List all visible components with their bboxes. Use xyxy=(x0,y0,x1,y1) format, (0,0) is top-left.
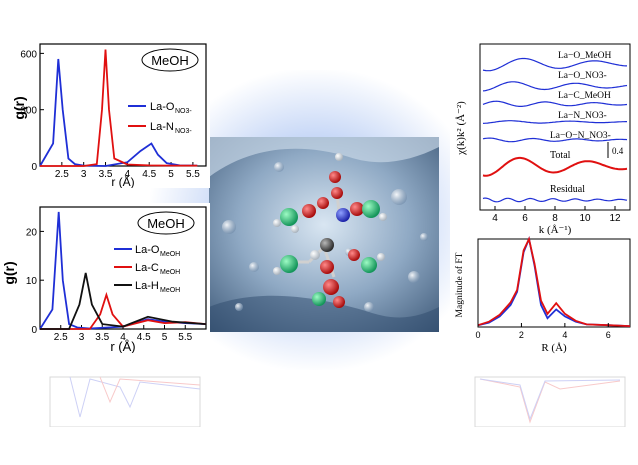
x-tick-label: 2.5 xyxy=(54,332,68,343)
exafs-curve-6 xyxy=(482,197,628,203)
x-axis-label: r (Å) xyxy=(110,339,135,353)
series-line-0 xyxy=(39,211,207,330)
x-tick-label: 2 xyxy=(519,330,524,340)
y-tick-label: 10 xyxy=(26,276,38,287)
chart-svg: 4 6 8 10 12 χ(k)k² (Å⁻²) k (Å⁻¹) La−O_MeOH L… xyxy=(450,40,636,236)
legend-sub-la-n: NO3- xyxy=(175,128,192,135)
y-axis-label: g(r) xyxy=(11,96,27,119)
x-tick-label: 5 xyxy=(162,332,168,343)
y-tick-label: 300 xyxy=(20,106,37,117)
series-label-la-n-no3: La−N_NO3- xyxy=(558,111,607,121)
legend-box-frame xyxy=(137,211,195,235)
plot-frame xyxy=(477,238,631,328)
series-label-la-o-meoh: La−O_MeOH xyxy=(558,51,612,61)
series-line-2 xyxy=(40,272,207,330)
x-tick-label: 8 xyxy=(552,213,558,224)
series-line-1 xyxy=(40,49,198,167)
legend-label-la-o: La-O xyxy=(150,101,175,113)
legend-label-la-n: La-N xyxy=(150,121,174,133)
y-axis-label: χ(k)k² (Å⁻²) xyxy=(455,101,467,156)
chart-svg: 2.5 3 3.5 4 4.5 5 5.5 0 10 20 g(r) r (Å) MeOH La-… xyxy=(1,203,210,354)
y-axis-label: Magnitude of FT xyxy=(454,252,465,317)
legend-label-la-c: La-C xyxy=(135,262,159,274)
exafs-curve-2 xyxy=(482,100,628,108)
legend-label-la-o: La-O xyxy=(135,244,160,256)
chart-exafs-ft: 0 2 4 6 Magnitude of FT R (Å) xyxy=(450,235,636,355)
x-tick-label: 4.5 xyxy=(137,332,151,343)
x-tick-label: 4.5 xyxy=(142,169,156,180)
reflection-right xyxy=(470,372,630,428)
chart-exafs-k: 4 6 8 10 12 χ(k)k² (Å⁻²) k (Å⁻¹) La−O_MeOH L… xyxy=(450,40,636,236)
legend-sub-la-o: NO3- xyxy=(175,108,192,115)
series-label-residual: Residual xyxy=(550,184,585,195)
series-label-la-c-meoh: La−C_MeOH xyxy=(558,91,611,101)
x-tick-label: 6 xyxy=(522,213,528,224)
y-tick-label: 0 xyxy=(31,162,37,173)
legend-box-text: MeOH xyxy=(147,216,185,231)
legend-label-la-h: La-H xyxy=(135,280,159,292)
x-tick-label: 0 xyxy=(475,330,480,340)
x-tick-label: 3 xyxy=(79,332,85,343)
x-tick-label: 6 xyxy=(606,330,611,340)
molecule-illustration xyxy=(209,137,439,332)
chart-rdf-methanol: 2.5 3 3.5 4 4.5 5 5.5 0 10 20 g(r) r (Å) MeOH La-… xyxy=(1,203,210,354)
exafs-curve-3 xyxy=(482,120,627,124)
exafs-curve-1 xyxy=(482,81,628,92)
y-tick-label: 20 xyxy=(26,227,38,238)
x-tick-label: 3.5 xyxy=(99,169,113,180)
legend-box-text: MeOH xyxy=(151,53,189,68)
legend-box-frame xyxy=(141,48,199,72)
x-axis-label: r (Å) xyxy=(111,174,134,188)
x-tick-label: 4 xyxy=(120,332,126,343)
y-tick-label: 600 xyxy=(20,49,37,60)
legend-sub-la-c: MeOH xyxy=(160,269,180,276)
scale-bar-label: 0.4 xyxy=(612,146,624,156)
series-line-0 xyxy=(39,58,198,167)
legend-sub-la-h: MeOH xyxy=(160,287,180,294)
exafs-curve-5 xyxy=(482,156,628,177)
y-axis-label: g(r) xyxy=(4,261,17,284)
x-tick-label: 4 xyxy=(492,213,498,224)
series-label-total: Total xyxy=(550,150,571,161)
x-tick-label: 4 xyxy=(562,330,567,340)
x-tick-label: 3.5 xyxy=(95,332,109,343)
chart-rdf-nitrate: 2.5 3 3.5 4 4.5 5 5.5 0 300 600 g(r) r (Å) MeOH L… xyxy=(4,40,210,189)
series-label-la-o-n-no3: La−O−N_NO3- xyxy=(550,131,611,141)
series-line-1 xyxy=(477,236,631,327)
reflection-left xyxy=(40,372,210,428)
x-axis-label: R (Å) xyxy=(541,342,567,354)
y-tick-label: 0 xyxy=(31,325,37,336)
chart-svg: 0 2 4 6 Magnitude of FT R (Å) xyxy=(450,235,636,355)
exafs-curve-0 xyxy=(482,57,627,72)
x-tick-label: 5.5 xyxy=(186,169,200,180)
legend-sub-la-o: MeOH xyxy=(160,251,180,258)
x-tick-label: 2.5 xyxy=(55,169,69,180)
x-tick-label: 12 xyxy=(609,213,621,224)
x-tick-label: 5.5 xyxy=(178,332,192,343)
x-tick-label: 4 xyxy=(125,169,131,180)
series-label-la-o-no3: La−O_NO3- xyxy=(558,71,607,81)
x-axis-label: k (Å⁻¹) xyxy=(539,224,572,235)
plot-frame xyxy=(39,43,207,167)
x-tick-label: 5 xyxy=(168,169,174,180)
chart-svg: 2.5 3 3.5 4 4.5 5 5.5 0 300 600 g(r) r (Å) MeOH L… xyxy=(4,40,210,189)
exafs-curve-4 xyxy=(482,137,628,143)
x-tick-label: 10 xyxy=(579,213,591,224)
x-tick-label: 3 xyxy=(81,169,87,180)
